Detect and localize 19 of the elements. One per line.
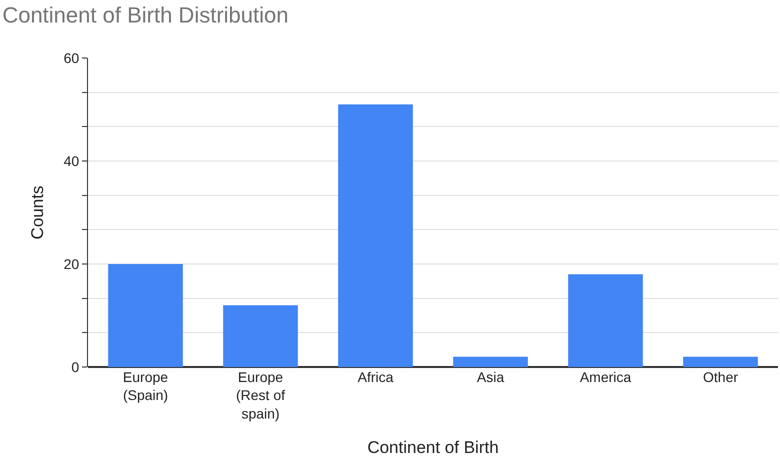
y-tick-label: 20 (64, 256, 80, 272)
y-tick-label: 60 (64, 50, 80, 66)
y-axis-title: Counts (28, 186, 48, 240)
bar (223, 305, 298, 367)
chart-title: Continent of Birth Distribution (2, 2, 288, 28)
bar (568, 274, 643, 367)
bar (108, 264, 183, 367)
x-tick-label: Africa (358, 369, 394, 385)
x-axis-title: Continent of Birth (367, 438, 499, 457)
x-tick-label: Other (702, 369, 738, 385)
bar (453, 356, 528, 367)
x-tick-label: Europe (Rest of spain) (236, 369, 286, 422)
x-tick-label: Europe (Spain) (122, 369, 168, 404)
y-tick-label: 40 (64, 152, 80, 169)
x-tick-label: Asia (476, 369, 504, 385)
bar (683, 356, 758, 367)
x-tick-label: America (580, 369, 632, 385)
y-tick-label: 0 (71, 358, 80, 375)
bar (338, 104, 413, 367)
